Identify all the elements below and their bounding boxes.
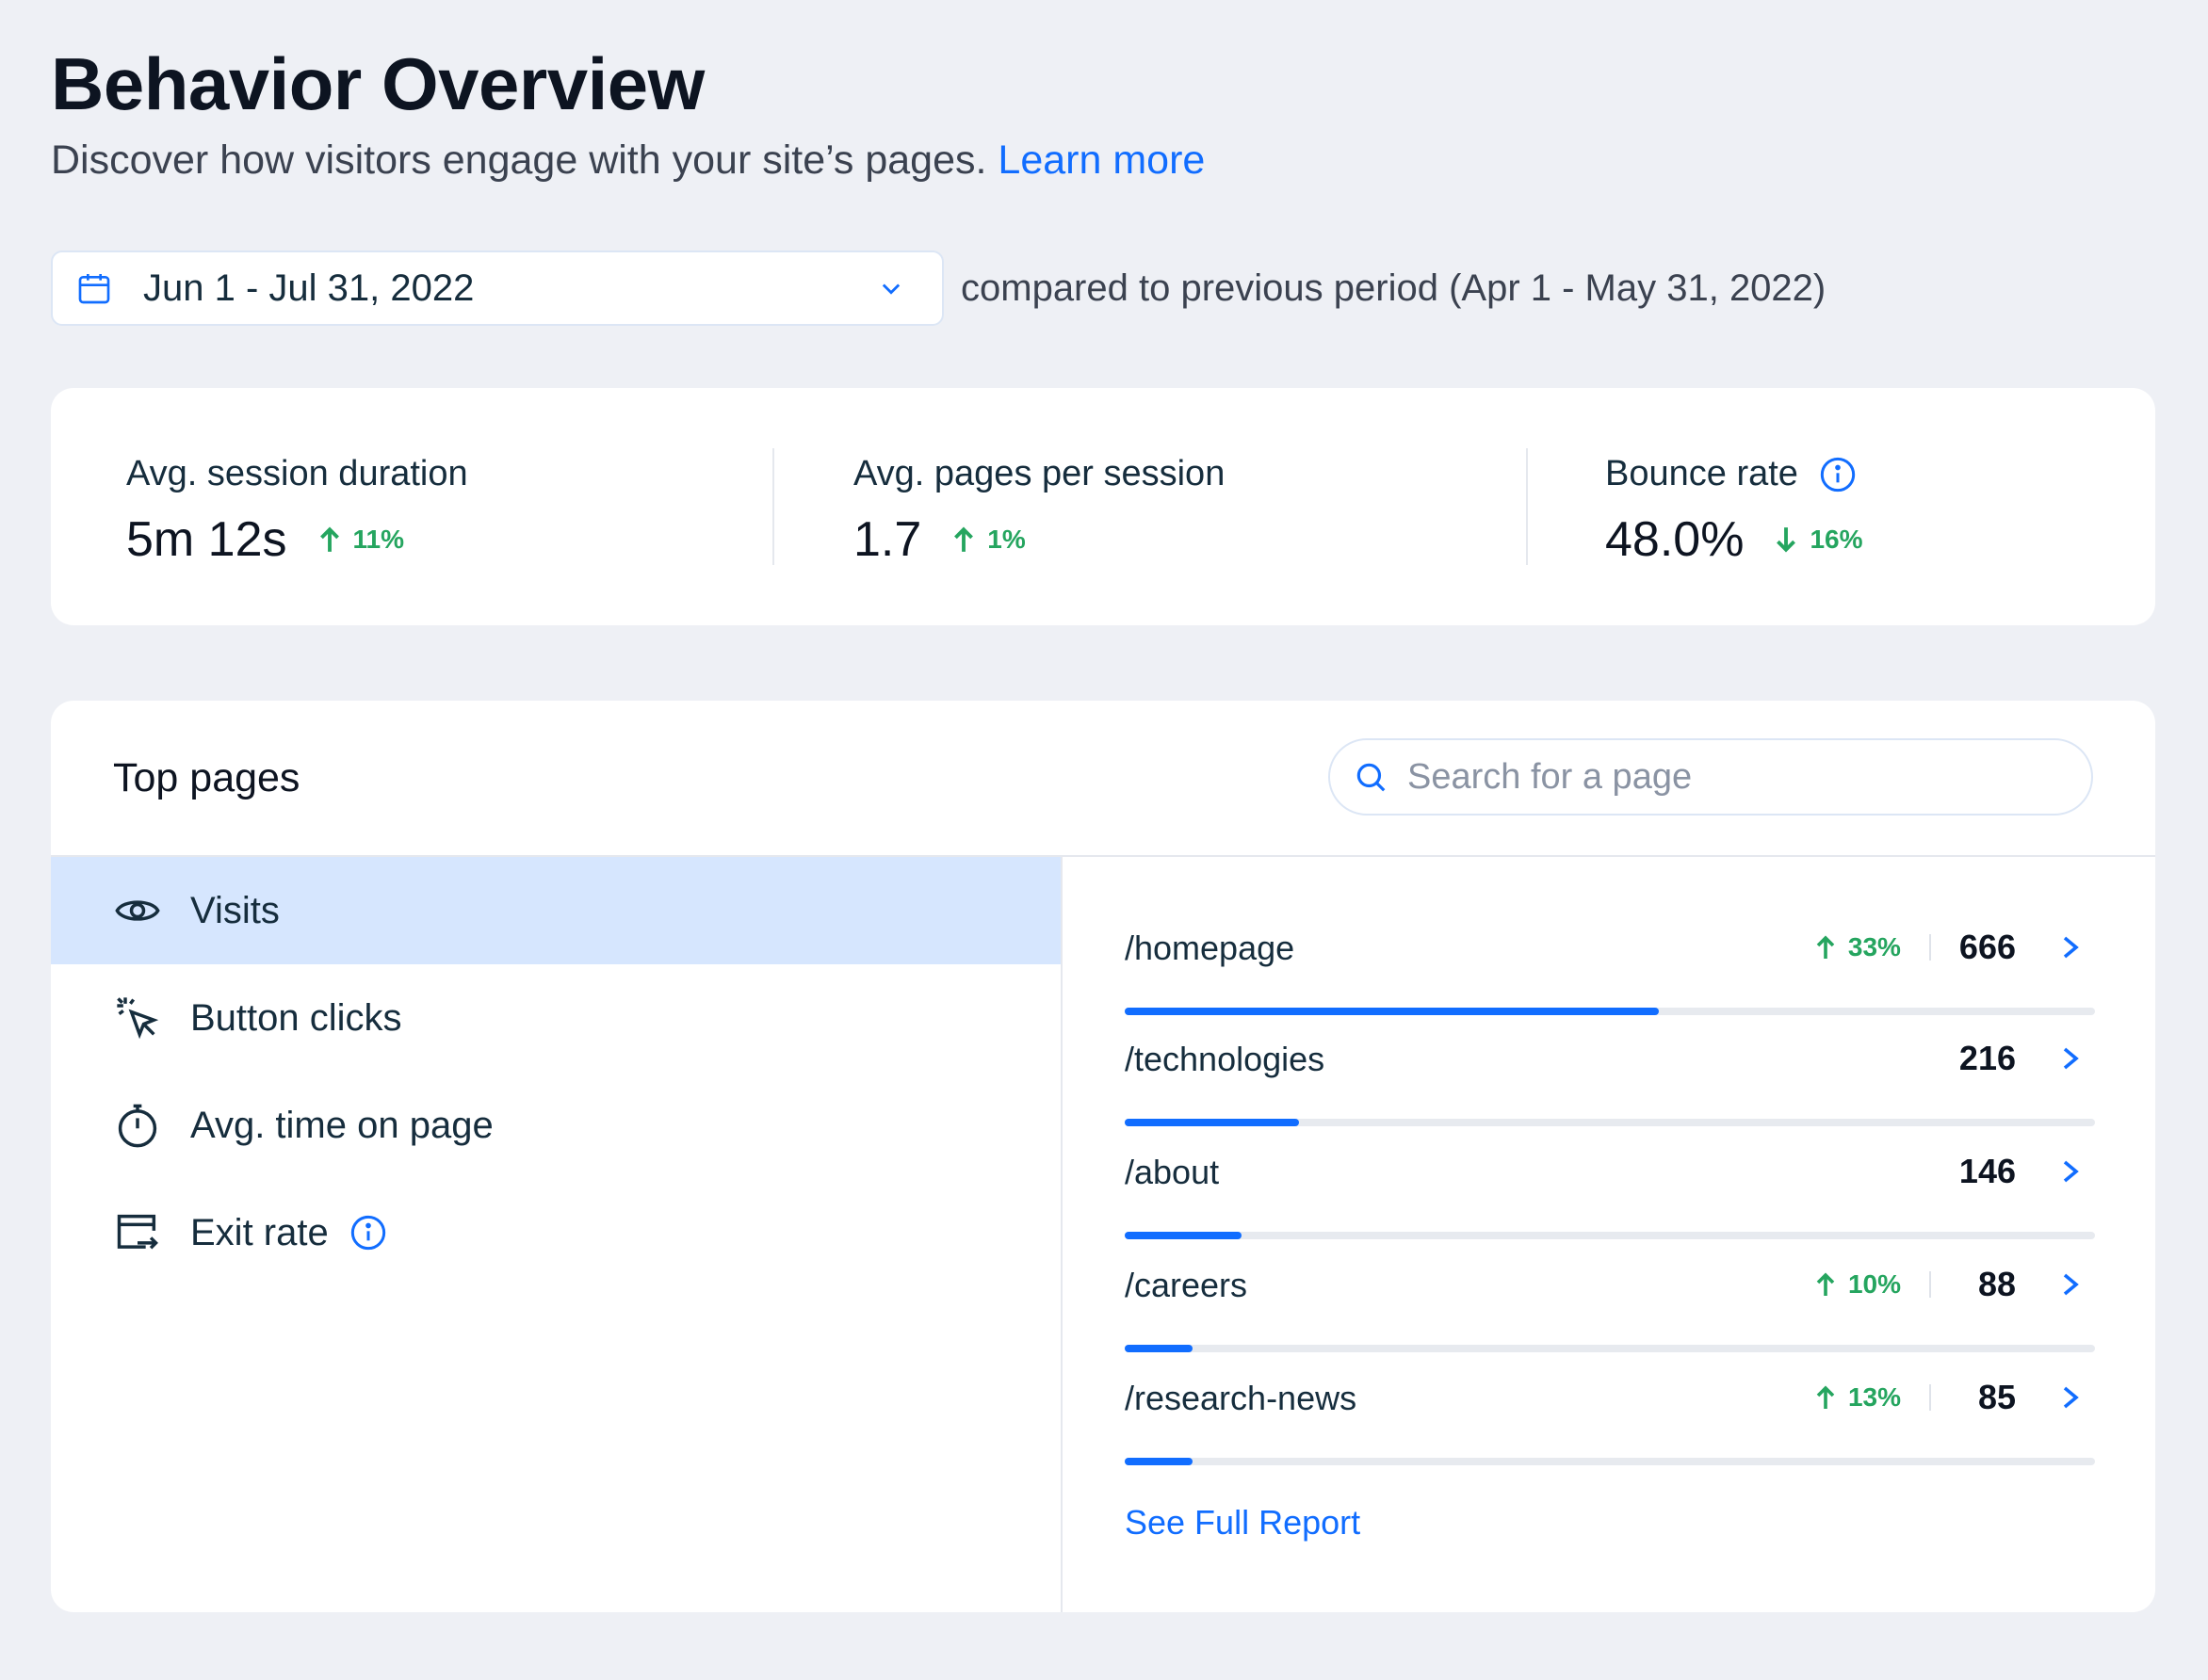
metric-label: Exit rate xyxy=(190,1211,329,1253)
visits-count: 85 xyxy=(1977,1378,2016,1416)
info-icon[interactable] xyxy=(1819,456,1857,493)
trend-badge: 33% xyxy=(1814,932,1901,962)
kpi-session-duration: Avg. session duration 5m 12s 11% xyxy=(126,454,468,568)
trend-badge: 10% xyxy=(1814,1269,1901,1300)
page-subtitle: Discover how visitors engage with your s… xyxy=(51,137,1205,184)
top-pages-title: Top pages xyxy=(113,755,300,800)
header-divider xyxy=(51,855,2155,857)
kpi-value: 5m 12s xyxy=(126,512,287,567)
kpi-label-row: Bounce rate xyxy=(1605,454,1863,494)
separator xyxy=(1929,1384,1931,1411)
kpi-label: Avg. session duration xyxy=(126,454,468,493)
progress-track xyxy=(1125,1232,2095,1239)
progress-fill xyxy=(1125,1119,1299,1126)
separator xyxy=(1928,934,1931,961)
kpi-label: Avg. pages per session xyxy=(853,454,1226,493)
subtitle-text: Discover how visitors engage with your s… xyxy=(51,137,987,183)
search-input[interactable] xyxy=(1407,756,2069,798)
chevron-right-icon[interactable] xyxy=(2059,1158,2082,1185)
chevron-right-icon[interactable] xyxy=(2059,1384,2082,1411)
visits-count: 216 xyxy=(1958,1039,2016,1077)
trend-badge: 1% xyxy=(951,525,1026,555)
stopwatch-icon xyxy=(118,1104,157,1148)
progress-fill xyxy=(1125,1232,1242,1239)
visits-count: 666 xyxy=(1958,928,2016,966)
chevron-down-icon xyxy=(882,283,901,295)
arrow-up-icon xyxy=(319,526,339,552)
table-row[interactable]: /homepage 33% 666 xyxy=(1125,928,2095,1023)
page-path: /technologies xyxy=(1125,1040,1325,1078)
progress-track xyxy=(1125,1458,2095,1465)
progress-track xyxy=(1125,1119,2095,1126)
page-title: Behavior Overview xyxy=(51,42,705,125)
eye-icon xyxy=(115,900,160,921)
metric-label: Avg. time on page xyxy=(190,1104,494,1146)
metric-exit-rate[interactable]: Exit rate xyxy=(51,1179,1061,1286)
progress-fill xyxy=(1125,1458,1193,1465)
table-row[interactable]: /careers 10% 88 xyxy=(1125,1265,2095,1360)
metric-avg-time[interactable]: Avg. time on page xyxy=(51,1072,1061,1179)
date-range-value: Jun 1 - Jul 31, 2022 xyxy=(143,267,475,309)
arrow-up-icon xyxy=(954,526,974,552)
chevron-right-icon[interactable] xyxy=(2059,1271,2082,1298)
kpi-pages-per-session: Avg. pages per session 1.7 1% xyxy=(853,454,1225,568)
kpi-value: 48.0% xyxy=(1605,512,1745,567)
visits-count: 88 xyxy=(1977,1265,2016,1303)
see-full-report-link[interactable]: See Full Report xyxy=(1125,1503,1361,1542)
separator xyxy=(1929,1271,1931,1298)
page-path: /about xyxy=(1125,1153,1220,1191)
info-icon[interactable] xyxy=(349,1214,387,1252)
trend-value: 16% xyxy=(1810,525,1863,554)
comparison-text: compared to previous period (Apr 1 - May… xyxy=(961,267,1826,309)
progress-track xyxy=(1125,1345,2095,1352)
table-row[interactable]: /technologies 216 xyxy=(1125,1039,2095,1134)
page-path: /careers xyxy=(1125,1266,1248,1304)
arrow-up-icon xyxy=(1816,935,1835,959)
kpi-bounce-rate: Bounce rate 48.0% 16% xyxy=(1605,454,1863,568)
metric-visits[interactable]: Visits xyxy=(51,857,1061,964)
kpi-divider xyxy=(1526,448,1528,565)
search-icon xyxy=(1356,763,1386,792)
progress-fill xyxy=(1125,1008,1659,1015)
trend-value: 1% xyxy=(987,525,1026,554)
chevron-right-icon[interactable] xyxy=(2059,1045,2082,1072)
table-row[interactable]: /about 146 xyxy=(1125,1152,2095,1247)
page-search[interactable] xyxy=(1328,738,2093,816)
page-path: /homepage xyxy=(1125,929,1295,967)
page-path: /research-news xyxy=(1125,1379,1357,1417)
cursor-click-icon xyxy=(117,997,159,1040)
metric-button-clicks[interactable]: Button clicks xyxy=(51,964,1061,1072)
trend-value: 13% xyxy=(1847,1382,1901,1412)
exit-icon xyxy=(117,1214,158,1250)
progress-fill xyxy=(1125,1345,1193,1352)
arrow-down-icon xyxy=(1777,527,1796,553)
calendar-icon xyxy=(78,274,110,304)
column-divider xyxy=(1061,855,1063,1612)
trend-value: 11% xyxy=(352,525,405,554)
chevron-right-icon[interactable] xyxy=(2059,934,2082,961)
trend-value: 10% xyxy=(1847,1269,1901,1299)
kpi-label: Bounce rate xyxy=(1605,454,1798,493)
visits-count: 146 xyxy=(1958,1152,2016,1190)
arrow-up-icon xyxy=(1816,1385,1835,1409)
top-pages-card: Top pages Visits Button clicks xyxy=(51,701,2155,1612)
kpi-divider xyxy=(772,448,774,565)
trend-badge: 13% xyxy=(1814,1382,1901,1413)
trend-badge: 16% xyxy=(1774,525,1863,555)
kpi-card: Avg. session duration 5m 12s 11% Avg. pa… xyxy=(51,388,2155,625)
trend-badge: 11% xyxy=(317,525,405,555)
trend-value: 33% xyxy=(1847,932,1901,961)
metric-label: Button clicks xyxy=(190,996,402,1039)
metric-label: Visits xyxy=(190,889,280,931)
arrow-up-icon xyxy=(1816,1272,1835,1296)
learn-more-link[interactable]: Learn more xyxy=(998,137,1206,183)
date-range-picker[interactable]: Jun 1 - Jul 31, 2022 xyxy=(51,250,944,326)
table-row[interactable]: /research-news 13% 85 xyxy=(1125,1378,2095,1473)
kpi-value: 1.7 xyxy=(853,512,922,567)
